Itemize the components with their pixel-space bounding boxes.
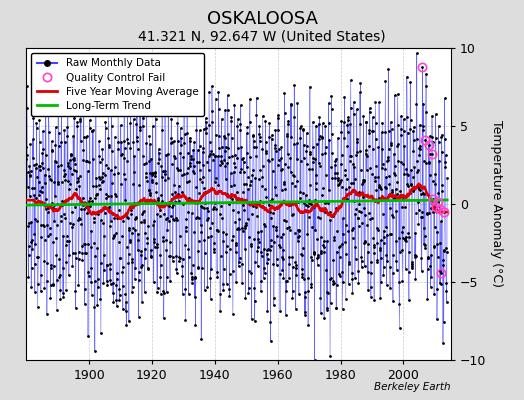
Text: Berkeley Earth: Berkeley Earth — [374, 382, 451, 392]
Legend: Raw Monthly Data, Quality Control Fail, Five Year Moving Average, Long-Term Tren: Raw Monthly Data, Quality Control Fail, … — [31, 53, 204, 116]
Text: OSKALOOSA: OSKALOOSA — [206, 10, 318, 28]
Text: 41.321 N, 92.647 W (United States): 41.321 N, 92.647 W (United States) — [138, 30, 386, 44]
Y-axis label: Temperature Anomaly (°C): Temperature Anomaly (°C) — [490, 120, 503, 288]
